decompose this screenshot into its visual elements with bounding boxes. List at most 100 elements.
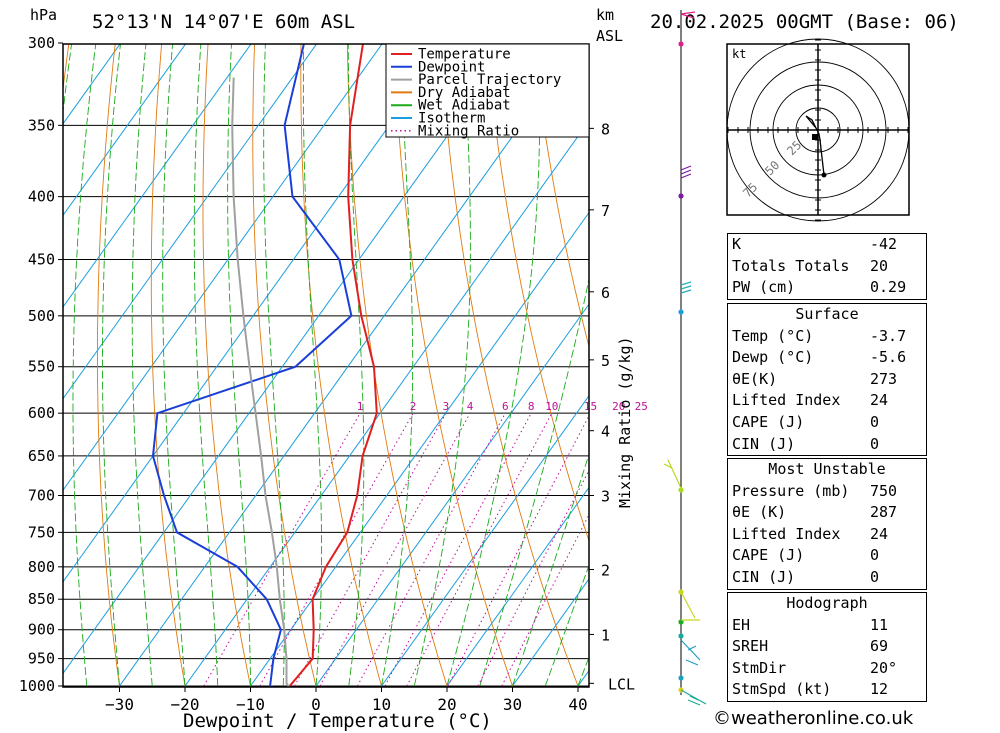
hodograph-stats-title: Hodograph bbox=[786, 594, 868, 612]
stat-label: SREH bbox=[732, 637, 769, 656]
mixing-ratio-label: 25 bbox=[635, 400, 648, 413]
pressure-tick-label: 950 bbox=[28, 650, 55, 668]
pressure-tick-label: 550 bbox=[28, 358, 55, 376]
stat-value: 287 bbox=[870, 503, 898, 522]
height-tick-label: 3 bbox=[601, 488, 610, 506]
isotherm-line bbox=[511, 578, 589, 687]
stat-label: EH bbox=[732, 615, 751, 634]
mixing-ratio-line bbox=[356, 412, 506, 687]
wet-adiabat-line bbox=[193, 44, 219, 687]
stat-row: StmDir 20° bbox=[728, 658, 926, 680]
x-axis-label: Dewpoint / Temperature (°C) bbox=[183, 710, 492, 732]
mixing-ratio-label: 10 bbox=[545, 400, 558, 413]
pressure-tick-label: 1000 bbox=[19, 677, 55, 695]
surface-title: Surface bbox=[795, 305, 859, 323]
legend-entry-label: Dewpoint bbox=[418, 59, 485, 75]
stat-value: 273 bbox=[870, 369, 898, 388]
x-tick-label: 10 bbox=[372, 695, 391, 714]
height-unit-km: km bbox=[596, 6, 614, 24]
isotherm-line bbox=[314, 303, 589, 687]
height-tick-label: 2 bbox=[601, 561, 610, 579]
height-unit-asl: ASL bbox=[596, 27, 623, 45]
isotherm-line bbox=[63, 44, 252, 308]
credit-text: ©weatheronline.co.uk bbox=[713, 708, 914, 729]
pressure-unit-label: hPa bbox=[30, 6, 57, 24]
dry-adiabat-line bbox=[393, 44, 514, 687]
dry-adiabat-line bbox=[202, 44, 252, 687]
pw-value: 0.29 bbox=[870, 278, 907, 297]
stat-label: CIN (J) bbox=[732, 434, 796, 453]
wet-adiabat-line bbox=[102, 44, 121, 687]
stat-row: CIN (J) 0 bbox=[728, 434, 926, 456]
stat-value: 750 bbox=[870, 481, 898, 500]
stat-row: Lifted Index 24 bbox=[728, 524, 926, 546]
pressure-tick-label: 450 bbox=[28, 251, 55, 269]
stat-row: StmSpd (kt) 12 bbox=[728, 679, 926, 701]
mixing-ratio-label: 2 bbox=[410, 400, 417, 413]
tt-value: 20 bbox=[870, 256, 889, 275]
k-value: -42 bbox=[870, 235, 898, 253]
pressure-tick-label: 400 bbox=[28, 188, 55, 206]
pressure-tick-label: 700 bbox=[28, 487, 55, 505]
mixing-ratio-label: 4 bbox=[467, 400, 474, 413]
height-tick-label: 8 bbox=[601, 120, 610, 138]
dry-adiabat-line bbox=[939, 6, 1000, 712]
parcel-trajectory-line bbox=[231, 77, 291, 687]
stat-label: Temp (°C) bbox=[732, 326, 814, 345]
mixing-ratio-line bbox=[319, 412, 471, 687]
isotherm-line bbox=[63, 44, 318, 400]
x-tick-label: −10 bbox=[236, 695, 265, 714]
stat-label: StmSpd (kt) bbox=[732, 680, 832, 699]
stat-value: 69 bbox=[870, 637, 889, 656]
height-tick-label: 6 bbox=[601, 284, 610, 302]
stat-label: Dewp (°C) bbox=[732, 348, 814, 367]
stat-row: SREH 69 bbox=[728, 636, 926, 658]
pressure-tick-label: 300 bbox=[28, 34, 55, 52]
isotherm-line bbox=[249, 211, 589, 687]
x-tick-label: −30 bbox=[105, 695, 134, 714]
isotherm-line bbox=[445, 486, 589, 687]
stat-label: θE (K) bbox=[732, 503, 787, 522]
mixing-ratio-label: 20 bbox=[612, 400, 625, 413]
wet-adiabat-line bbox=[446, 44, 541, 687]
stat-row: Temp (°C) -3.7 bbox=[728, 326, 926, 348]
mixing-ratio-label: 6 bbox=[502, 400, 509, 413]
mixing-ratio-line bbox=[384, 412, 532, 687]
x-tick-label: −20 bbox=[171, 695, 200, 714]
wet-adiabat-line bbox=[72, 44, 97, 687]
legend-entry-label: Mixing Ratio bbox=[418, 123, 519, 139]
legend-entry-label: Wet Adiabat bbox=[418, 98, 511, 114]
wet-adiabat-line bbox=[162, 44, 186, 687]
x-tick-label: 20 bbox=[437, 695, 456, 714]
mixing-ratio-label: 15 bbox=[584, 400, 597, 413]
stat-label: Pressure (mb) bbox=[732, 481, 850, 500]
temperature-line bbox=[288, 44, 378, 687]
mixing-ratio-line bbox=[477, 469, 589, 687]
stat-value: 12 bbox=[870, 680, 889, 699]
wet-adiabat-line bbox=[544, 564, 589, 687]
mixing-ratio-label: 1 bbox=[357, 400, 364, 413]
stat-row: CAPE (J) 0 bbox=[728, 545, 926, 567]
mixing-ratio-line bbox=[501, 513, 589, 687]
x-tick-label: 0 bbox=[311, 695, 321, 714]
dry-adiabat-line bbox=[252, 44, 317, 687]
stat-row: Lifted Index 24 bbox=[728, 390, 926, 412]
dewpoint-line bbox=[151, 44, 353, 687]
isotherm-line bbox=[63, 44, 187, 217]
legend-entry-label: Isotherm bbox=[418, 111, 485, 127]
isotherm-line bbox=[63, 44, 121, 125]
wet-adiabat-line bbox=[347, 44, 365, 687]
mixing-ratio-axis-label: Mixing Ratio (g/kg) bbox=[616, 336, 634, 508]
isotherm-line bbox=[63, 44, 383, 492]
pressure-tick-label: 650 bbox=[28, 447, 55, 465]
dry-adiabat-line bbox=[300, 44, 383, 687]
mixing-ratio-line bbox=[259, 412, 414, 687]
wet-adiabat-line bbox=[302, 44, 323, 687]
pressure-tick-label: 800 bbox=[28, 558, 55, 576]
wet-adiabat-line bbox=[413, 44, 471, 687]
most-unstable-table: Most Unstable Pressure (mb) 750 θE (K) 287 L… bbox=[727, 458, 927, 590]
isotherm-line bbox=[380, 394, 589, 687]
dry-adiabat-line bbox=[150, 44, 186, 687]
stat-label: StmDir bbox=[732, 658, 787, 677]
datetime-title: 20.02.2025 00GMT (Base: 06) bbox=[650, 11, 959, 33]
